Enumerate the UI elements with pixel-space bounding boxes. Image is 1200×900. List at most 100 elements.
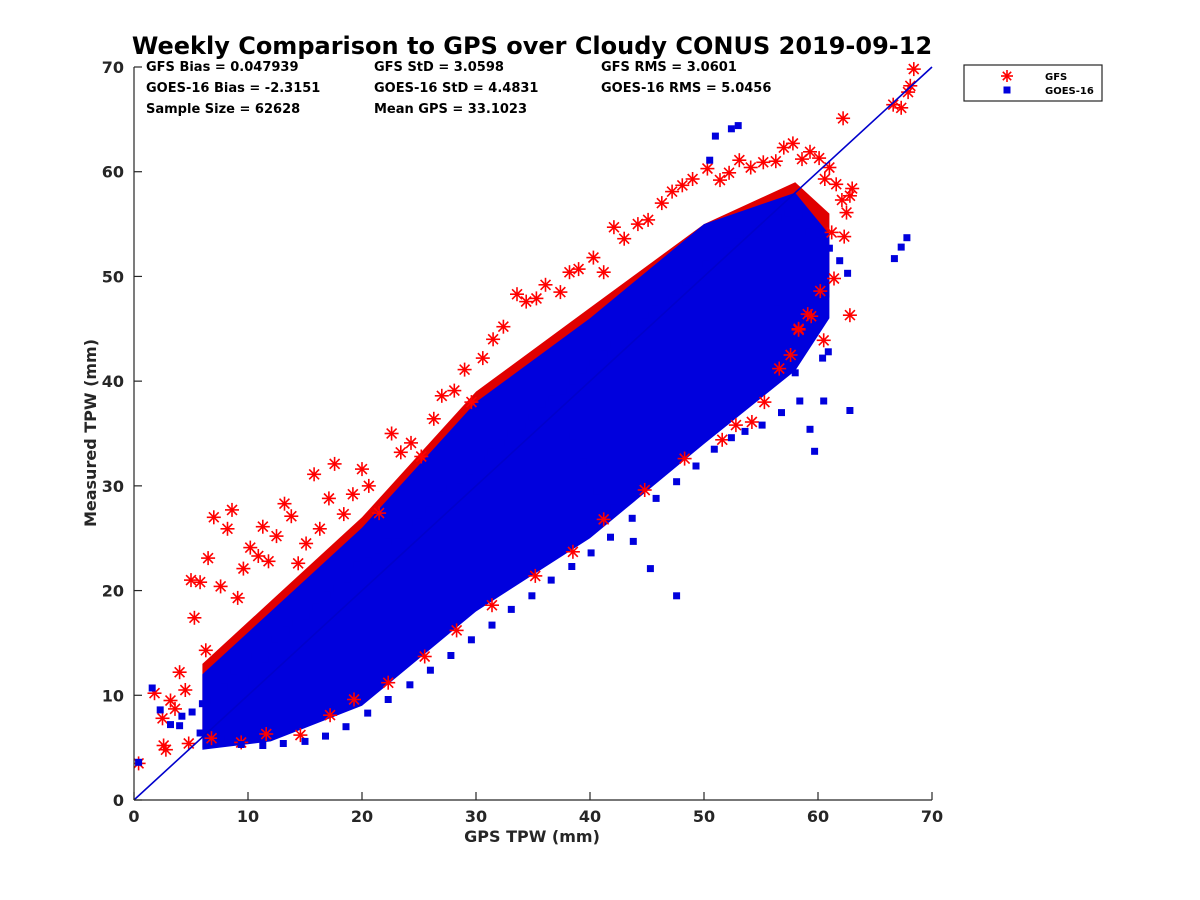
goes16-point bbox=[711, 132, 719, 140]
goes16-point bbox=[507, 430, 515, 437]
goes16-point bbox=[805, 228, 813, 236]
goes16-point bbox=[241, 675, 249, 682]
goes16-point bbox=[610, 341, 618, 348]
stat-text: GFS RMS = 3.0601 bbox=[601, 60, 737, 75]
goes16-point bbox=[692, 462, 700, 470]
legend-label: GOES-16 bbox=[1045, 86, 1094, 97]
axes: 0 10 20 30 40 50 60 70 0 10 20 30 40 50 60 70 bbox=[102, 58, 943, 826]
goes16-point bbox=[672, 287, 679, 295]
gfs-point bbox=[901, 85, 916, 100]
goes16-point bbox=[395, 531, 402, 539]
goes16-point bbox=[488, 621, 496, 629]
goes16-point bbox=[713, 253, 720, 260]
goes16-point bbox=[620, 329, 628, 337]
gfs-point bbox=[225, 502, 239, 517]
gfs-point bbox=[700, 161, 715, 176]
stat-text: GOES-16 RMS = 5.0456 bbox=[601, 81, 771, 96]
goes16-point bbox=[456, 476, 464, 484]
gfs-point bbox=[565, 544, 580, 559]
goes16-point bbox=[628, 514, 636, 522]
goes16-point bbox=[322, 732, 329, 740]
gfs-point bbox=[654, 196, 669, 211]
goes16-point bbox=[259, 742, 267, 749]
gfs-point bbox=[837, 229, 852, 244]
gfs-point bbox=[803, 144, 817, 159]
goes16-point bbox=[135, 758, 143, 766]
gfs-point bbox=[785, 136, 800, 151]
gfs-point bbox=[345, 487, 360, 502]
gfs-point bbox=[255, 519, 270, 534]
gfs-point bbox=[404, 435, 418, 450]
goes16-point bbox=[806, 425, 814, 433]
goes16-point bbox=[507, 605, 515, 613]
x-tick-label: 70 bbox=[921, 807, 943, 826]
goes16-point bbox=[824, 348, 832, 356]
gfs-point bbox=[168, 701, 182, 716]
gfs-point bbox=[464, 395, 479, 410]
goes16-point bbox=[774, 214, 782, 222]
gfs-point bbox=[486, 332, 501, 347]
gfs-point bbox=[596, 265, 611, 280]
gfs-point bbox=[713, 173, 727, 188]
goes16-point bbox=[796, 397, 804, 405]
gfs-point bbox=[181, 736, 196, 751]
gfs-point bbox=[715, 432, 730, 447]
goes16-point bbox=[610, 504, 618, 512]
goes16-point bbox=[237, 741, 245, 748]
goes16-point bbox=[548, 395, 556, 403]
goes16-point bbox=[897, 243, 905, 251]
goes16-point bbox=[188, 708, 196, 716]
gfs-point bbox=[732, 153, 747, 168]
stat-text: GFS Bias = 0.047939 bbox=[146, 60, 299, 75]
gfs-point bbox=[277, 496, 292, 511]
gfs-point bbox=[312, 521, 327, 536]
goes16-point bbox=[156, 706, 164, 714]
goes16-point bbox=[727, 434, 735, 442]
gfs-point bbox=[829, 177, 844, 192]
gfs-point bbox=[475, 351, 490, 366]
goes16-point bbox=[436, 491, 443, 499]
goes16-point bbox=[518, 422, 526, 430]
gfs-point bbox=[187, 610, 202, 625]
goes16-point bbox=[741, 427, 749, 435]
stat-text: GFS StD = 3.0598 bbox=[374, 60, 504, 75]
goes16-point bbox=[415, 511, 423, 519]
legend-box bbox=[963, 64, 1103, 102]
gfs-point bbox=[845, 181, 860, 196]
goes16-point bbox=[217, 734, 225, 742]
gfs-point bbox=[772, 361, 787, 376]
gfs-point bbox=[198, 643, 213, 658]
gfs-point bbox=[449, 623, 464, 638]
gfs-point bbox=[744, 415, 759, 429]
goes16-point bbox=[819, 354, 827, 362]
goes16-point bbox=[178, 712, 186, 720]
goes16-point bbox=[569, 432, 577, 440]
goes16-point bbox=[641, 311, 649, 319]
goes16-point bbox=[364, 557, 372, 565]
goes16-point bbox=[528, 413, 536, 421]
goes16-point bbox=[903, 234, 911, 242]
goes16-point bbox=[220, 683, 228, 691]
y-tick-label: 40 bbox=[102, 372, 124, 391]
goes16-point bbox=[811, 447, 819, 455]
gfs-point bbox=[606, 220, 621, 235]
goes16-point bbox=[579, 458, 587, 466]
goes16-point bbox=[733, 238, 741, 246]
legend-label: GFS bbox=[1045, 72, 1067, 83]
goes16-point bbox=[343, 575, 351, 583]
goes16-point bbox=[593, 487, 601, 495]
goes16-cloud-band bbox=[202, 192, 830, 750]
gfs-point bbox=[586, 250, 601, 265]
goes16-point bbox=[251, 653, 259, 660]
gfs-point bbox=[355, 462, 369, 477]
goes16-point bbox=[292, 619, 300, 627]
gfs-point bbox=[414, 449, 429, 464]
gfs-point bbox=[307, 467, 322, 482]
x-tick-label: 0 bbox=[128, 807, 139, 826]
gfs-point bbox=[155, 711, 170, 726]
goes16-point bbox=[692, 271, 700, 279]
gfs-point bbox=[906, 62, 921, 77]
goes16-point bbox=[791, 369, 799, 377]
gfs-point bbox=[722, 165, 737, 180]
goes16-point bbox=[734, 122, 742, 130]
